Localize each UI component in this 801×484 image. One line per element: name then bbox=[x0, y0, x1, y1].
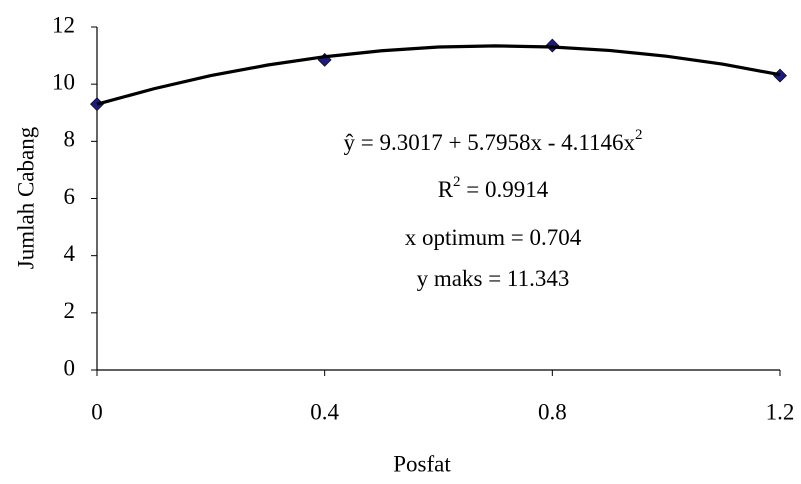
annotation-text: ŷ = 9.3017 + 5.7958x - 4.1146x bbox=[344, 130, 636, 155]
x-tick-label: 0.4 bbox=[310, 399, 339, 424]
annotation-text: x optimum = 0.704 bbox=[405, 225, 582, 250]
annotation: y maks = 11.343 bbox=[417, 266, 570, 291]
x-tick-label: 0.8 bbox=[538, 399, 567, 424]
annotation-text: = 0.9914 bbox=[461, 177, 549, 202]
x-axis-label: Posfat bbox=[393, 451, 451, 476]
y-tick-label: 4 bbox=[64, 241, 76, 266]
fit-curve bbox=[96, 44, 781, 106]
annotation-text: y maks = 11.343 bbox=[417, 266, 570, 291]
x-tick-label: 1.2 bbox=[766, 399, 795, 424]
y-tick-label: 2 bbox=[64, 298, 76, 323]
annotation-superscript: 2 bbox=[453, 174, 461, 190]
data-point bbox=[773, 68, 787, 83]
y-tick-label: 0 bbox=[64, 355, 76, 380]
annotation: ŷ = 9.3017 + 5.7958x - 4.1146x2 bbox=[344, 127, 643, 155]
x-tick-label: 0 bbox=[91, 399, 103, 424]
annotation: R2 = 0.9914 bbox=[438, 174, 549, 202]
annotation-text: R bbox=[438, 177, 454, 202]
annotation-superscript: 2 bbox=[635, 127, 643, 143]
annotation: x optimum = 0.704 bbox=[405, 225, 582, 250]
y-tick-label: 12 bbox=[52, 12, 75, 37]
y-tick-label: 10 bbox=[52, 69, 75, 94]
y-axis-label: Jumlah Cabang bbox=[13, 126, 38, 269]
y-tick-label: 6 bbox=[64, 184, 76, 209]
y-tick-label: 8 bbox=[64, 127, 76, 152]
